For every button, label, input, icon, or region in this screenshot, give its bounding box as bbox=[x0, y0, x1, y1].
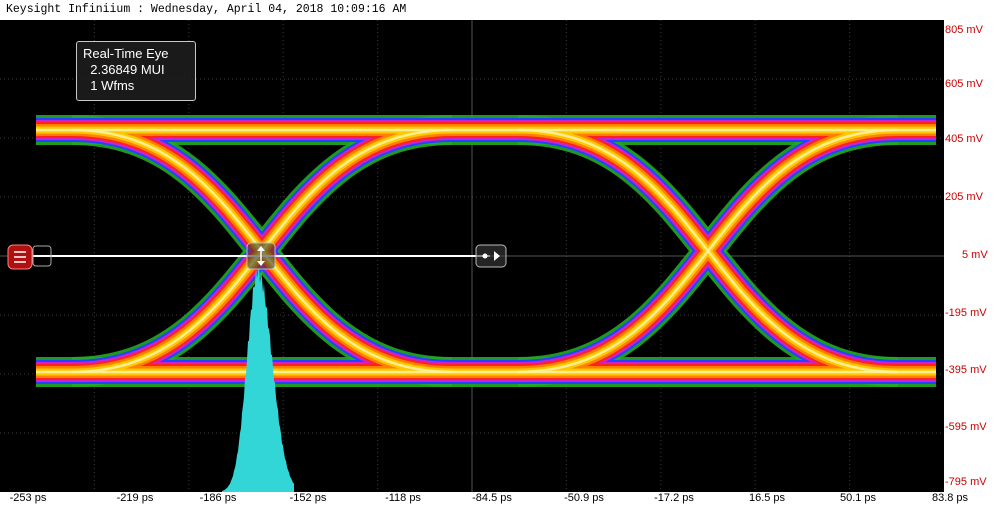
y-tick-label: 205 mV bbox=[945, 191, 983, 203]
y-tick-label: 5 mV bbox=[962, 249, 988, 261]
left-handle-icon[interactable] bbox=[32, 245, 52, 267]
y-tick-label: -195 mV bbox=[945, 307, 987, 319]
x-tick-label: -219 ps bbox=[116, 492, 154, 504]
trigger-level-marker-icon[interactable] bbox=[7, 244, 33, 270]
annotation-title: Real-Time Eye bbox=[83, 46, 169, 61]
y-tick-label: -395 mV bbox=[945, 364, 987, 376]
x-tick-label: -253 ps bbox=[9, 492, 47, 504]
right-axis-strip bbox=[944, 20, 997, 492]
annotation-mui: 2.36849 MUI bbox=[83, 62, 165, 77]
eye-trace bbox=[517, 128, 899, 374]
x-tick-label: 16.5 ps bbox=[748, 492, 786, 504]
cursor-handle-b-icon[interactable] bbox=[475, 244, 507, 268]
annotation-waveforms: 1 Wfms bbox=[83, 78, 135, 93]
window-title: Keysight Infiniium : Wednesday, April 04… bbox=[6, 3, 407, 16]
x-tick-label: -186 ps bbox=[199, 492, 237, 504]
x-tick-label: -152 ps bbox=[289, 492, 327, 504]
eye-diagram-display[interactable] bbox=[0, 20, 997, 492]
title-bar: Keysight Infiniium : Wednesday, April 04… bbox=[0, 0, 997, 20]
x-tick-label: -118 ps bbox=[385, 492, 421, 504]
x-tick-label: 50.1 ps bbox=[839, 492, 877, 504]
x-tick-label: -17.2 ps bbox=[654, 492, 694, 504]
x-tick-label: -84.5 ps bbox=[472, 492, 512, 504]
x-tick-label: -50.9 ps bbox=[564, 492, 604, 504]
y-tick-label: 405 mV bbox=[945, 133, 983, 145]
measurement-annotation[interactable]: Real-Time Eye 2.36849 MUI 1 Wfms bbox=[76, 41, 196, 101]
crossing-histogram bbox=[222, 266, 294, 492]
y-tick-label: -795 mV bbox=[945, 476, 987, 488]
cursor-handle-a-icon[interactable] bbox=[246, 242, 276, 270]
y-tick-label: 805 mV bbox=[945, 24, 983, 36]
x-tick-label: 83.8 ps bbox=[931, 492, 969, 504]
y-tick-label: -595 mV bbox=[945, 421, 987, 433]
y-tick-label: 605 mV bbox=[945, 78, 983, 90]
